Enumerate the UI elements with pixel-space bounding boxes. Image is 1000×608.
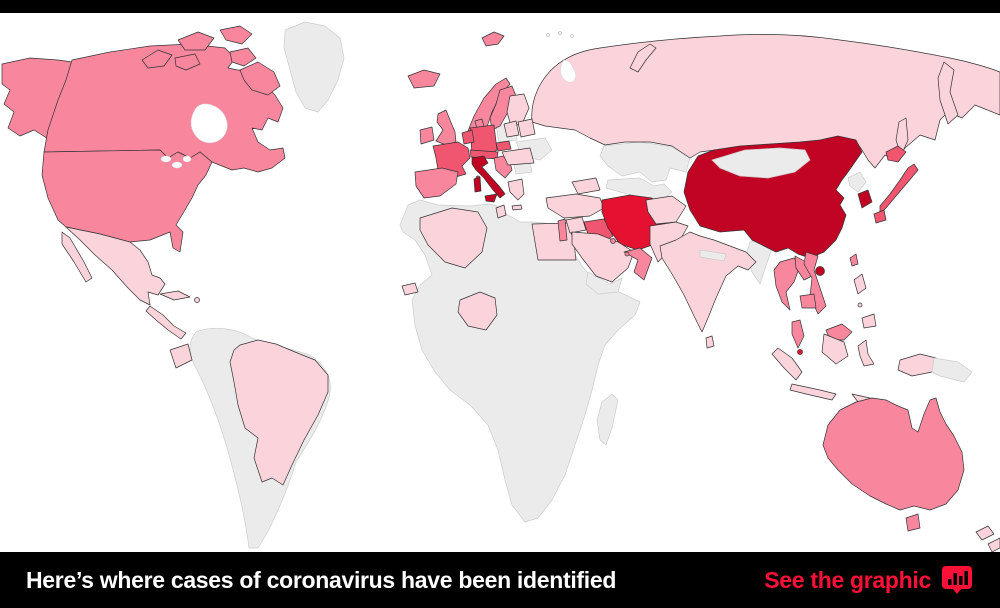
country-australia	[822, 397, 965, 511]
region-honshu	[879, 163, 919, 215]
country-cambodia	[799, 293, 817, 309]
country-greenland	[283, 21, 345, 113]
region-levant	[557, 218, 568, 242]
region-kalimantan	[821, 333, 849, 365]
country-tunisia	[495, 204, 507, 219]
island-crete	[511, 204, 523, 211]
country-south-korea	[857, 189, 873, 209]
island-svalbard	[481, 31, 505, 47]
region-new-guinea-east	[931, 357, 973, 383]
country-brazil	[229, 339, 329, 486]
arctic-islet	[546, 33, 550, 37]
country-saudi-arabia	[571, 231, 635, 283]
see-the-graphic-link[interactable]: See the graphic	[764, 563, 974, 597]
choropleth-map-svg	[1, 21, 1000, 552]
country-singapore	[797, 349, 803, 355]
country-yemen	[585, 271, 623, 295]
white-sea	[560, 59, 576, 83]
great-lake	[160, 155, 172, 163]
country-turkey	[545, 193, 605, 219]
top-bar	[0, 0, 1000, 13]
region-africa	[399, 199, 641, 523]
arctic-islet	[558, 31, 562, 35]
island-sardinia	[473, 176, 482, 193]
world-map	[0, 13, 1000, 552]
country-uk	[435, 109, 457, 146]
country-spain	[414, 167, 459, 199]
island-taiwan	[849, 253, 859, 267]
bar-chart-bubble-icon[interactable]	[940, 563, 974, 597]
region-canada-arctic	[174, 53, 201, 71]
island-hainan	[815, 266, 825, 276]
island-hispaniola	[194, 297, 200, 303]
region-new-guinea-west	[897, 353, 937, 377]
country-madagascar	[596, 393, 619, 446]
region-kyushu	[873, 209, 887, 224]
country-north-korea	[847, 171, 867, 193]
country-czechia	[495, 140, 512, 152]
region-romania-hungary	[501, 147, 535, 166]
region-caucasus	[571, 177, 601, 195]
country-mexico	[65, 226, 166, 306]
hudson-bay	[190, 103, 228, 143]
region-mindanao	[861, 313, 877, 329]
region-oman-uae	[623, 247, 653, 281]
region-canada-arctic	[141, 49, 173, 69]
island-tasmania	[905, 513, 921, 532]
arctic-islet	[570, 34, 574, 38]
region-luzon	[853, 273, 867, 295]
region-benelux	[461, 129, 475, 145]
country-ecuador	[169, 343, 193, 369]
great-lake	[171, 161, 183, 169]
footer-bar: Here’s where cases of coronavirus have b…	[0, 552, 1000, 608]
country-kuwait	[610, 238, 616, 244]
country-vietnam	[803, 251, 827, 315]
island-novaya-zemlya	[629, 43, 657, 73]
country-belarus	[517, 118, 536, 138]
country-ireland	[419, 126, 435, 145]
region-canada-arctic	[229, 47, 257, 67]
region-central-america	[145, 305, 187, 340]
region-hokkaido	[885, 145, 907, 163]
country-india	[659, 231, 757, 333]
island-sicily	[484, 193, 498, 203]
region-kamchatka	[937, 61, 959, 125]
country-qatar	[624, 251, 630, 257]
region-canada-arctic	[177, 31, 215, 51]
country-cuba	[159, 290, 191, 301]
island-sumatra	[771, 347, 803, 381]
country-kazakhstan	[599, 141, 691, 183]
island-sulawesi	[857, 339, 875, 367]
region-baltics	[503, 120, 520, 138]
region-visayas	[857, 302, 863, 308]
country-italy	[471, 155, 506, 199]
country-nepal	[699, 249, 727, 262]
region-baja-california	[61, 231, 93, 283]
headline: Here’s where cases of coronavirus have b…	[26, 566, 617, 593]
country-nigeria	[457, 291, 498, 331]
country-iceland	[407, 69, 441, 89]
country-senegal	[401, 282, 419, 296]
country-sri-lanka	[705, 335, 715, 349]
country-algeria	[419, 207, 488, 269]
country-malaysia	[791, 319, 805, 349]
great-lake	[182, 155, 192, 163]
region-canada-arctic	[219, 25, 253, 45]
island-java	[789, 383, 837, 401]
region-canada-arctic	[239, 61, 281, 96]
country-new-zealand	[987, 537, 1000, 552]
country-syria	[565, 216, 587, 234]
country-new-zealand	[975, 525, 995, 541]
cta-label[interactable]: See the graphic	[764, 566, 931, 593]
country-greece	[507, 178, 525, 201]
country-mongolia	[711, 147, 811, 179]
